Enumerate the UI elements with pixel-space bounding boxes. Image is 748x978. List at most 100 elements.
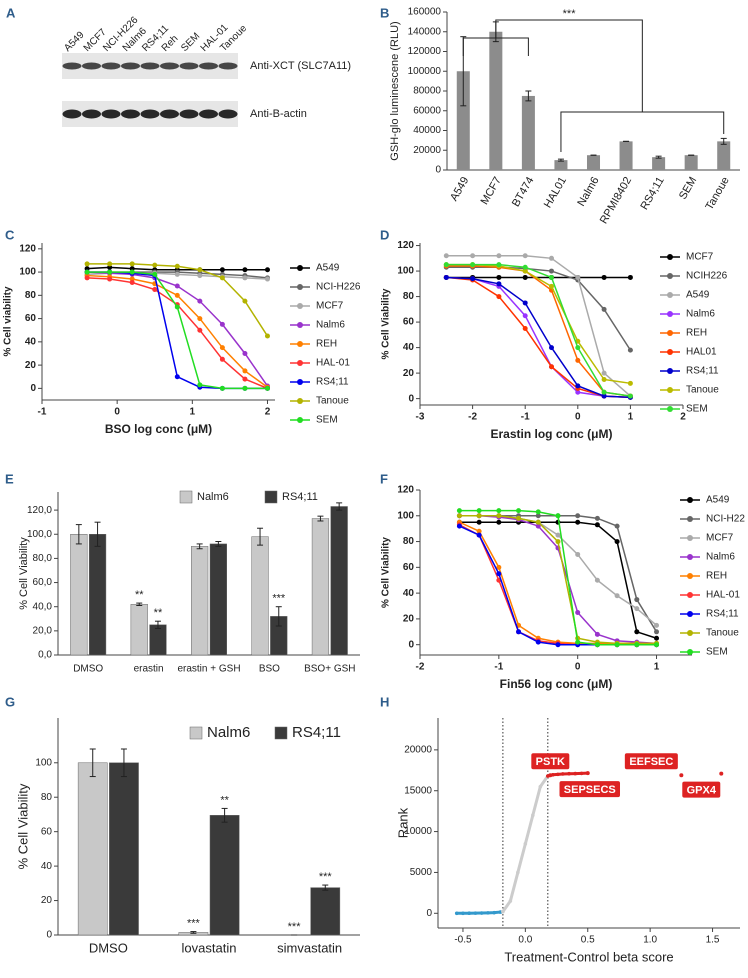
point (535, 639, 541, 645)
point (594, 522, 600, 528)
point (549, 255, 554, 261)
point (496, 571, 502, 577)
point (601, 393, 607, 399)
y-tick-label: 100 (19, 267, 36, 278)
bar (88, 534, 107, 656)
point (456, 523, 462, 529)
y-tick-label: 40 (25, 336, 37, 347)
highlight-label: EEFSEC (629, 756, 673, 768)
point (242, 385, 248, 391)
x-tick-label: erastin (134, 664, 164, 675)
point (522, 264, 528, 270)
legend-marker (667, 387, 673, 393)
point (264, 276, 270, 282)
legend-marker (667, 273, 673, 279)
y-tick-label: 20 (25, 360, 37, 371)
x-tick-label: -1 (521, 412, 530, 423)
legend-label: SEM (706, 647, 728, 658)
x-tick-label: -3 (416, 412, 425, 423)
x-tick-label: SEM (677, 175, 699, 202)
x-tick-label: 0 (575, 412, 581, 423)
y-tick-label: 120 (397, 240, 414, 251)
point (575, 357, 581, 363)
curve (446, 265, 631, 397)
point (555, 642, 561, 648)
panel-label: F (380, 471, 388, 486)
y-tick-label: 20000 (413, 145, 441, 156)
bar (619, 141, 633, 170)
x-tick-label: DMSO (73, 664, 103, 675)
band (82, 62, 101, 70)
point (594, 642, 600, 648)
point (461, 911, 465, 916)
significance: *** (319, 871, 333, 883)
point (601, 376, 607, 382)
legend-marker (667, 254, 673, 260)
legend-label: RS4;11 (316, 377, 349, 388)
point (107, 264, 113, 270)
y-tick-label: 0 (408, 393, 414, 404)
point (575, 513, 581, 519)
y-tick-label: 0,0 (38, 650, 52, 661)
bar (521, 95, 535, 170)
point (456, 508, 462, 514)
x-tick-label: 2 (680, 412, 686, 423)
point (508, 899, 513, 903)
x-tick-label: BSO (259, 664, 280, 675)
y-tick-label: 100 (397, 510, 414, 521)
bar (77, 762, 108, 936)
x-tick-label: simvastatin (277, 940, 342, 955)
legend-marker (667, 406, 673, 412)
band (101, 109, 121, 119)
point (84, 266, 90, 272)
point (129, 276, 135, 282)
point (516, 629, 522, 635)
point (560, 772, 565, 776)
legend-marker (687, 611, 693, 617)
legend-label: Nalm6 (706, 552, 735, 563)
point (107, 276, 113, 282)
point (496, 564, 502, 570)
point (197, 327, 203, 333)
point (219, 345, 225, 351)
lane-label: SEM (179, 31, 202, 54)
y-tick-label: 20 (41, 895, 53, 906)
point (473, 911, 478, 915)
point (549, 345, 554, 351)
point (594, 577, 600, 583)
panel-label: A (6, 5, 16, 20)
point (601, 370, 607, 376)
panel-label: B (380, 5, 389, 20)
curve (87, 271, 269, 387)
y-tick-label: 80 (403, 536, 415, 547)
point (152, 271, 158, 277)
x-tick-label: 1.5 (706, 935, 720, 946)
legend-label: SEM (686, 404, 708, 415)
panel-label: H (380, 694, 389, 709)
point (479, 911, 484, 915)
y-tick-label: 100000 (408, 66, 442, 77)
point (197, 298, 203, 304)
bar (554, 160, 568, 170)
band (179, 62, 199, 70)
legend-label: NCI-H226 (316, 282, 361, 293)
point (516, 508, 522, 514)
bar (209, 815, 240, 936)
point (654, 629, 660, 635)
point (219, 385, 225, 391)
panel-label: C (5, 227, 15, 242)
x-tick-label: 2 (265, 407, 271, 418)
y-tick-label: 40 (403, 342, 415, 353)
legend-marker (687, 573, 693, 579)
legend-label: A549 (316, 263, 340, 274)
y-tick-label: 40 (403, 588, 415, 599)
point (496, 519, 502, 525)
point (486, 911, 490, 915)
point (467, 911, 471, 916)
legend-marker (687, 630, 693, 636)
point (575, 274, 581, 280)
point (264, 267, 270, 273)
bar (586, 155, 601, 170)
point (654, 622, 660, 628)
legend-label: A549 (686, 290, 710, 301)
